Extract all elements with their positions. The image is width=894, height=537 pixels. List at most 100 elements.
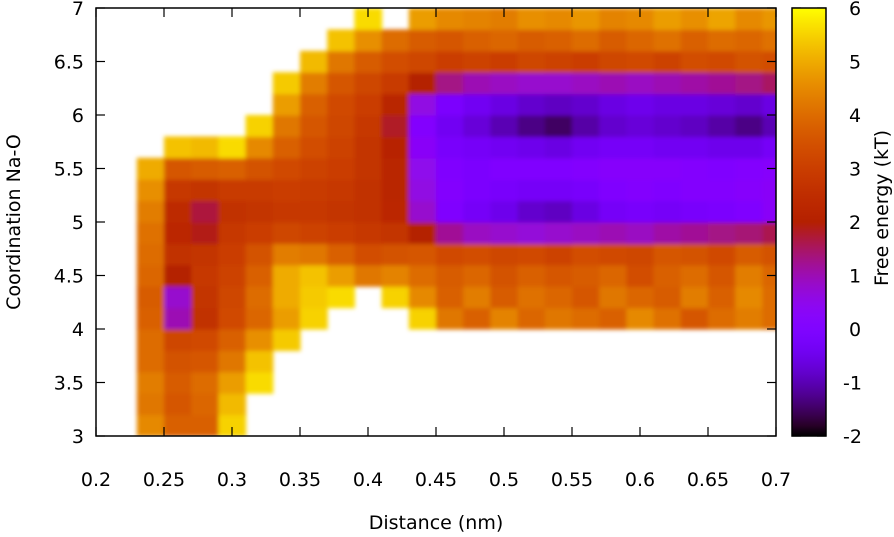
heatmap-cell xyxy=(490,307,519,330)
heatmap-cell xyxy=(136,157,165,180)
heatmap-cell xyxy=(517,50,546,73)
heatmap-cell xyxy=(164,286,192,309)
heatmap-cell xyxy=(653,72,682,95)
heatmap-cell xyxy=(327,29,355,52)
heatmap-cell xyxy=(136,371,165,394)
heatmap-cell xyxy=(381,72,410,95)
heatmap-cell xyxy=(735,157,763,180)
heatmap-cell xyxy=(680,50,709,73)
heatmap-cell xyxy=(490,29,519,52)
heatmap-cell xyxy=(572,115,600,137)
heatmap-cell xyxy=(136,179,165,202)
colorbar-tick-label: 3 xyxy=(849,159,861,181)
heatmap-cell xyxy=(517,93,546,116)
heatmap-cell xyxy=(354,136,383,159)
heatmap-cell xyxy=(327,179,355,202)
heatmap-cell xyxy=(517,307,546,330)
heatmap-cell xyxy=(680,307,709,330)
heatmap-cell xyxy=(599,50,627,73)
heatmap-cell xyxy=(517,179,546,202)
heatmap-cell xyxy=(272,243,301,266)
heatmap-cell xyxy=(708,200,736,223)
heatmap-cell xyxy=(436,157,464,180)
heatmap-cell xyxy=(735,93,763,116)
heatmap-cell xyxy=(408,93,437,116)
heatmap-cell xyxy=(626,29,655,52)
heatmap-cell xyxy=(300,115,328,137)
heatmap-cell xyxy=(136,243,165,266)
heatmap-cell xyxy=(653,200,682,223)
x-tick-label: 0.65 xyxy=(687,469,729,491)
heatmap-cell xyxy=(680,286,709,309)
heatmap-cell xyxy=(136,329,165,351)
heatmap-cell xyxy=(599,72,627,95)
heatmap-cell xyxy=(544,50,573,73)
heatmap-cell xyxy=(599,136,627,159)
heatmap-cell xyxy=(572,243,600,266)
heatmap-cell xyxy=(191,243,219,266)
heatmap-cell xyxy=(245,115,274,137)
heatmap-cell xyxy=(517,8,546,30)
heatmap-cell xyxy=(653,286,682,309)
heatmap-cell xyxy=(626,307,655,330)
heatmap-cell xyxy=(572,307,600,330)
heatmap-cell xyxy=(381,115,410,137)
heatmap-cell xyxy=(708,8,736,30)
heatmap-cell xyxy=(599,157,627,180)
heatmap-cell xyxy=(680,136,709,159)
heatmap-cell xyxy=(463,264,491,287)
heatmap-cell xyxy=(708,29,736,52)
heatmap-cell xyxy=(300,179,328,202)
heatmap-cell xyxy=(436,286,464,309)
heatmap-cell xyxy=(463,286,491,309)
heatmap-cell xyxy=(708,115,736,137)
heatmap-cell xyxy=(381,200,410,223)
heatmap-cell xyxy=(245,286,274,309)
heatmap-cell xyxy=(245,350,274,373)
heatmap-cell xyxy=(436,8,464,30)
x-tick-label: 0.25 xyxy=(143,469,185,491)
heatmap-cell xyxy=(680,72,709,95)
heatmap-cell xyxy=(164,157,192,180)
heatmap-cell xyxy=(436,243,464,266)
heatmap-cell xyxy=(408,72,437,95)
heatmap-cell xyxy=(463,93,491,116)
heatmap-cell xyxy=(735,115,763,137)
heatmap-cell xyxy=(218,264,247,287)
heatmap-cell xyxy=(218,157,247,180)
heatmap-cell xyxy=(680,222,709,244)
heatmap-cell xyxy=(653,8,682,30)
heatmap-cell xyxy=(572,157,600,180)
heatmap-cell xyxy=(354,157,383,180)
heatmap-cell xyxy=(653,115,682,137)
heatmap-cell xyxy=(354,222,383,244)
heatmap-cell xyxy=(680,8,709,30)
heatmap-cell xyxy=(490,50,519,73)
heatmap-cell xyxy=(245,371,274,394)
colorbar-tick-label: 2 xyxy=(849,212,861,234)
colorbar-tick-label: 4 xyxy=(849,105,861,127)
heatmap-cell xyxy=(164,200,192,223)
heatmap-cell xyxy=(680,179,709,202)
heatmap-cell xyxy=(408,50,437,73)
x-tick-label: 0.4 xyxy=(353,469,383,491)
heatmap-cell xyxy=(436,222,464,244)
heatmap-cell xyxy=(599,8,627,30)
heatmap-cell xyxy=(136,414,165,436)
heatmap-cell xyxy=(708,243,736,266)
heatmap-cell xyxy=(626,179,655,202)
heatmap-cell xyxy=(626,136,655,159)
heatmap-cell xyxy=(735,264,763,287)
heatmap-cell xyxy=(408,29,437,52)
heatmap-cell xyxy=(517,264,546,287)
heatmap-cell xyxy=(354,115,383,137)
heatmap-cell xyxy=(218,243,247,266)
heatmap-cell xyxy=(436,307,464,330)
heatmap-cell xyxy=(408,179,437,202)
heatmap-cell xyxy=(762,72,776,95)
heatmap-cell xyxy=(762,136,776,159)
heatmap-cell xyxy=(327,243,355,266)
heatmap-cell xyxy=(572,72,600,95)
heatmap-cell xyxy=(544,8,573,30)
